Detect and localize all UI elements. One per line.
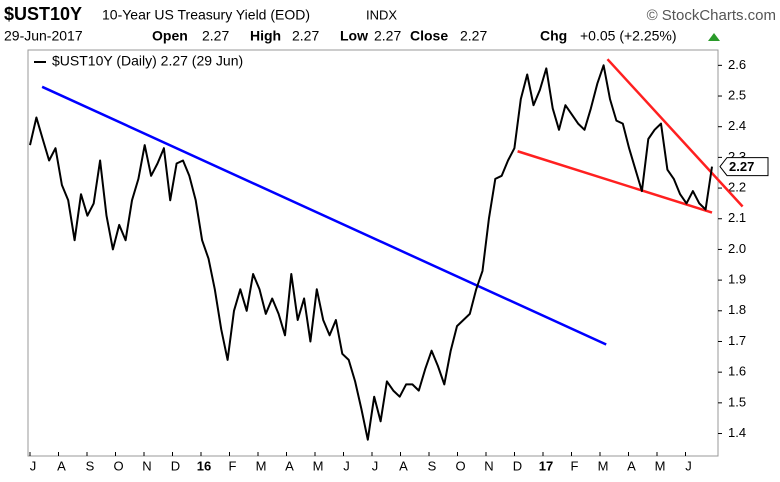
x-tick-label: O xyxy=(455,458,465,473)
x-tick-label: N xyxy=(484,458,493,473)
x-tick-label: M xyxy=(655,458,666,473)
last-value-box xyxy=(719,157,769,177)
low-label: Low xyxy=(340,28,368,44)
y-tick-label: 1.7 xyxy=(728,333,746,348)
x-tick-label: J xyxy=(343,458,350,473)
x-tick-label: S xyxy=(86,458,95,473)
date: 29-Jun-2017 xyxy=(4,28,83,44)
close: 2.27 xyxy=(460,28,487,44)
legend: $UST10Y (Daily) 2.27 (29 Jun) xyxy=(52,53,243,69)
trendline xyxy=(41,85,607,346)
x-tick-label: D xyxy=(171,458,180,473)
x-tick-label: D xyxy=(513,458,522,473)
up-arrow xyxy=(708,33,720,41)
y-tick-label: 2.5 xyxy=(728,87,746,102)
y-tick-label: 2.6 xyxy=(728,57,746,72)
chart-title: 10-Year US Treasury Yield (EOD) xyxy=(102,7,310,23)
y-tick-label: 2.4 xyxy=(728,118,746,133)
last-value-label: 2.27 xyxy=(729,159,754,174)
y-tick-label: 2.1 xyxy=(728,210,746,225)
open-label: Open xyxy=(152,28,188,44)
y-tick-label: 1.4 xyxy=(728,425,746,440)
x-tick-label: A xyxy=(627,458,636,473)
x-tick-label: F xyxy=(571,458,579,473)
exchange: INDX xyxy=(366,7,397,22)
x-tick-label: J xyxy=(685,458,692,473)
y-tick-label: 1.6 xyxy=(728,364,746,379)
x-tick-label: M xyxy=(598,458,609,473)
low: 2.27 xyxy=(374,28,401,44)
high-label: High xyxy=(250,28,281,44)
x-tick-label: M xyxy=(256,458,267,473)
x-tick-label: A xyxy=(57,458,66,473)
symbol: $UST10Y xyxy=(4,4,82,24)
source: © StockCharts.com xyxy=(647,7,776,24)
x-tick-label: 17 xyxy=(539,458,553,473)
x-tick-label: A xyxy=(399,458,408,473)
x-tick-label: F xyxy=(229,458,237,473)
y-tick-label: 1.8 xyxy=(728,302,746,317)
open: 2.27 xyxy=(202,28,229,44)
y-tick-label: 1.5 xyxy=(728,394,746,409)
x-tick-label: O xyxy=(113,458,123,473)
chg-label: Chg xyxy=(540,28,567,44)
y-tick-label: 2.0 xyxy=(728,241,746,256)
x-tick-label: A xyxy=(285,458,294,473)
price-line xyxy=(29,64,713,441)
x-tick-label: M xyxy=(313,458,324,473)
x-tick-label: N xyxy=(142,458,151,473)
y-tick-label: 2.2 xyxy=(728,180,746,195)
high: 2.27 xyxy=(292,28,319,44)
close-label: Close xyxy=(410,28,448,44)
x-tick-label: J xyxy=(372,458,379,473)
plot-frame xyxy=(27,49,719,457)
trendline xyxy=(606,58,744,208)
x-tick-label: 16 xyxy=(197,458,211,473)
x-tick-label: J xyxy=(30,458,37,473)
y-tick-label: 1.9 xyxy=(728,272,746,287)
trendline xyxy=(517,150,713,214)
chg: +0.05 (+2.25%) xyxy=(580,28,677,44)
x-tick-label: S xyxy=(428,458,437,473)
